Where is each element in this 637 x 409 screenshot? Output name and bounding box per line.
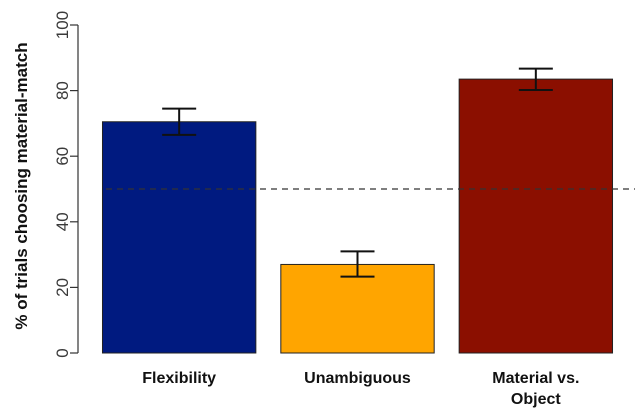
bars [101, 78, 614, 354]
y-tick-label: 60 [53, 147, 72, 166]
x-category-label: Unambiguous [304, 370, 411, 387]
x-category-label: Material vs. Object [492, 370, 579, 408]
bar [280, 263, 435, 354]
y-tick-label: 100 [53, 11, 72, 39]
y-tick-label: 0 [53, 348, 72, 357]
bar [101, 121, 257, 354]
y-tick-label: 80 [53, 81, 72, 100]
x-category-label: Flexibility [142, 370, 216, 387]
bar [458, 78, 614, 354]
x-axis-labels: Flexibility Unambiguous Material vs. Object [142, 370, 579, 408]
y-tick-label: 20 [53, 278, 72, 297]
y-tick-label: 40 [53, 212, 72, 231]
y-axis: 0 20 40 60 80 100 [53, 11, 79, 358]
error-bars [162, 67, 553, 278]
y-axis-title: % of trials choosing material-match [12, 42, 31, 329]
